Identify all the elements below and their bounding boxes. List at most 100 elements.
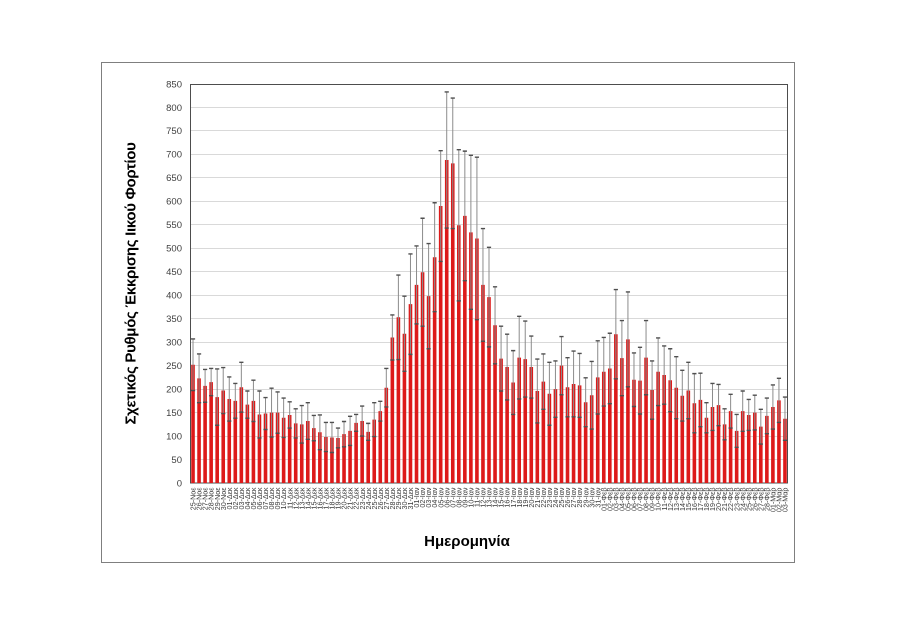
- svg-text:18-Ιαν: 18-Ιαν: [515, 487, 524, 508]
- svg-text:01-Μαρ: 01-Μαρ: [769, 488, 778, 513]
- svg-text:27-Ιαν: 27-Ιαν: [569, 487, 578, 508]
- svg-text:04-Ιαν: 04-Ιαν: [430, 487, 439, 508]
- svg-text:500: 500: [166, 244, 182, 255]
- svg-text:07-Δεκ: 07-Δεκ: [261, 487, 270, 509]
- svg-text:11-Ιαν: 11-Ιαν: [473, 487, 482, 507]
- svg-text:19-Ιαν: 19-Ιαν: [521, 487, 530, 508]
- svg-text:24-Ιαν: 24-Ιαν: [551, 487, 560, 508]
- svg-text:20-Δεκ: 20-Δεκ: [340, 487, 349, 509]
- svg-text:06-Φεβ: 06-Φεβ: [630, 488, 639, 511]
- svg-text:800: 800: [166, 103, 182, 114]
- svg-text:03-Δεκ: 03-Δεκ: [237, 487, 246, 509]
- svg-text:07-Φεβ: 07-Φεβ: [636, 488, 645, 511]
- svg-text:04-Δεκ: 04-Δεκ: [243, 487, 252, 509]
- svg-text:08-Φεβ: 08-Φεβ: [642, 488, 651, 511]
- svg-text:15-Δεκ: 15-Δεκ: [309, 487, 318, 509]
- svg-text:21-Δεκ: 21-Δεκ: [346, 487, 355, 509]
- svg-text:50: 50: [171, 455, 182, 466]
- svg-text:14-Δεκ: 14-Δεκ: [303, 487, 312, 509]
- svg-text:20-Ιαν: 20-Ιαν: [527, 487, 536, 508]
- svg-text:02-Ιαν: 02-Ιαν: [418, 487, 427, 508]
- svg-text:07-Ιαν: 07-Ιαν: [448, 487, 457, 508]
- svg-text:22-Ιαν: 22-Ιαν: [539, 487, 548, 508]
- svg-text:12-Ιαν: 12-Ιαν: [479, 487, 488, 508]
- svg-text:19-Δεκ: 19-Δεκ: [334, 487, 343, 509]
- svg-text:17-Ιαν: 17-Ιαν: [509, 487, 518, 508]
- svg-text:13-Ιαν: 13-Ιαν: [485, 487, 494, 508]
- svg-text:26-Νοε: 26-Νοε: [195, 487, 204, 511]
- svg-text:350: 350: [166, 314, 182, 325]
- svg-text:06-Ιαν: 06-Ιαν: [442, 487, 451, 508]
- svg-text:Σχετικός Ρυθμός Έκκρισης Ιικού: Σχετικός Ρυθμός Έκκρισης Ιικού Φορτίου: [123, 142, 140, 425]
- svg-text:21-Ιαν: 21-Ιαν: [533, 487, 542, 508]
- svg-text:28-Νοε: 28-Νοε: [207, 487, 216, 511]
- svg-text:30-Ιαν: 30-Ιαν: [587, 487, 596, 508]
- svg-text:20-Φεβ: 20-Φεβ: [714, 488, 723, 511]
- svg-text:600: 600: [166, 197, 182, 208]
- svg-text:08-Δεκ: 08-Δεκ: [267, 487, 276, 509]
- svg-text:25-Ιαν: 25-Ιαν: [557, 487, 566, 508]
- svg-text:08-Ιαν: 08-Ιαν: [454, 487, 463, 508]
- svg-text:03-Μαρ: 03-Μαρ: [781, 488, 790, 513]
- svg-text:28-Δεκ: 28-Δεκ: [388, 487, 397, 509]
- svg-text:850: 850: [166, 79, 182, 90]
- svg-text:31-Δεκ: 31-Δεκ: [406, 487, 415, 509]
- svg-text:29-Ιαν: 29-Ιαν: [581, 487, 590, 508]
- svg-text:450: 450: [166, 267, 182, 278]
- svg-text:28-Φεβ: 28-Φεβ: [762, 488, 771, 511]
- svg-text:25-Δεκ: 25-Δεκ: [370, 487, 379, 509]
- svg-text:09-Ιαν: 09-Ιαν: [460, 487, 469, 508]
- svg-text:10-Ιαν: 10-Ιαν: [466, 487, 475, 508]
- svg-text:18-Φεβ: 18-Φεβ: [702, 488, 711, 511]
- svg-text:12-Φεβ: 12-Φεβ: [666, 488, 675, 511]
- svg-text:26-Ιαν: 26-Ιαν: [563, 487, 572, 508]
- svg-text:19-Φεβ: 19-Φεβ: [708, 488, 717, 511]
- svg-text:05-Ιαν: 05-Ιαν: [436, 487, 445, 508]
- svg-text:15-Ιαν: 15-Ιαν: [497, 487, 506, 508]
- svg-text:03-Φεβ: 03-Φεβ: [611, 488, 620, 511]
- svg-text:31-Ιαν: 31-Ιαν: [593, 487, 602, 508]
- svg-text:16-Φεβ: 16-Φεβ: [690, 488, 699, 511]
- svg-text:30-Νοε: 30-Νοε: [219, 487, 228, 511]
- svg-text:150: 150: [166, 408, 182, 419]
- svg-text:26-Φεβ: 26-Φεβ: [750, 488, 759, 511]
- svg-text:29-Δεκ: 29-Δεκ: [394, 487, 403, 509]
- svg-text:17-Φεβ: 17-Φεβ: [696, 488, 705, 511]
- svg-text:200: 200: [166, 384, 182, 395]
- svg-text:300: 300: [166, 338, 182, 349]
- svg-text:0: 0: [177, 478, 182, 489]
- svg-text:14-Ιαν: 14-Ιαν: [491, 487, 500, 508]
- svg-text:01-Δεκ: 01-Δεκ: [225, 487, 234, 509]
- svg-text:750: 750: [166, 126, 182, 137]
- svg-text:04-Φεβ: 04-Φεβ: [617, 488, 626, 511]
- svg-text:21-Φεβ: 21-Φεβ: [720, 488, 729, 511]
- svg-text:27-Νοε: 27-Νοε: [201, 487, 210, 511]
- svg-text:22-Φεβ: 22-Φεβ: [726, 488, 735, 511]
- svg-text:14-Φεβ: 14-Φεβ: [678, 488, 687, 511]
- svg-text:16-Δεκ: 16-Δεκ: [315, 487, 324, 509]
- svg-text:650: 650: [166, 173, 182, 184]
- svg-text:02-Δεκ: 02-Δεκ: [231, 487, 240, 509]
- svg-text:01-Φεβ: 01-Φεβ: [599, 488, 608, 511]
- svg-text:27-Φεβ: 27-Φεβ: [756, 488, 765, 511]
- svg-text:23-Δεκ: 23-Δεκ: [358, 487, 367, 509]
- svg-text:01-Ιαν: 01-Ιαν: [412, 487, 421, 508]
- svg-text:11-Φεβ: 11-Φεβ: [660, 488, 669, 511]
- svg-text:06-Δεκ: 06-Δεκ: [255, 487, 264, 509]
- svg-text:250: 250: [166, 361, 182, 372]
- svg-text:16-Ιαν: 16-Ιαν: [503, 487, 512, 508]
- svg-text:23-Φεβ: 23-Φεβ: [732, 488, 741, 511]
- svg-text:28-Ιαν: 28-Ιαν: [575, 487, 584, 508]
- svg-text:17-Δεκ: 17-Δεκ: [322, 487, 331, 509]
- svg-text:400: 400: [166, 291, 182, 302]
- svg-text:23-Ιαν: 23-Ιαν: [545, 487, 554, 508]
- svg-text:05-Δεκ: 05-Δεκ: [249, 487, 258, 509]
- svg-text:29-Νοε: 29-Νοε: [213, 487, 222, 511]
- svg-text:15-Φεβ: 15-Φεβ: [684, 488, 693, 511]
- svg-text:09-Φεβ: 09-Φεβ: [648, 488, 657, 511]
- svg-text:10-Φεβ: 10-Φεβ: [654, 488, 663, 511]
- svg-text:26-Δεκ: 26-Δεκ: [376, 487, 385, 509]
- svg-text:700: 700: [166, 150, 182, 161]
- svg-text:13-Φεβ: 13-Φεβ: [672, 488, 681, 511]
- svg-text:11-Δεκ: 11-Δεκ: [285, 487, 294, 509]
